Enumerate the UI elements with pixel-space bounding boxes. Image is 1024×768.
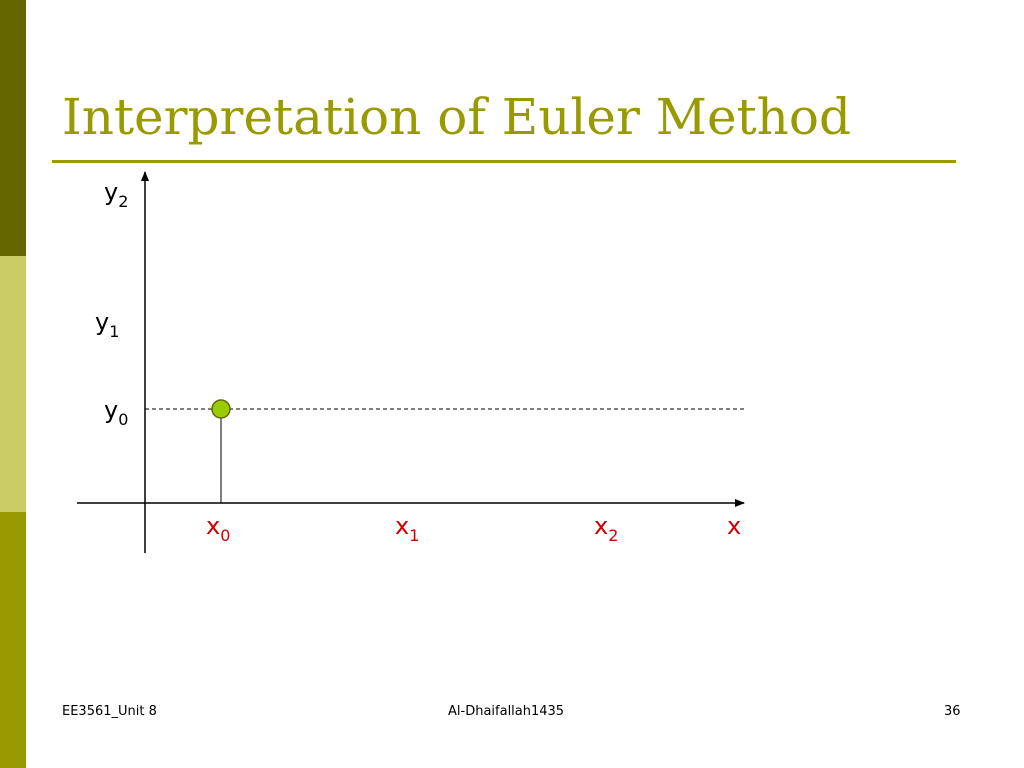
x-tick-label-0: x0: [206, 512, 230, 545]
sidebar-decoration: [0, 0, 26, 768]
slide-title: Interpretation of Euler Method: [62, 88, 851, 146]
y-tick-label-1: y1: [95, 308, 119, 341]
sidebar-band-bottom: [0, 512, 26, 768]
x-tick-label-2: x2: [594, 512, 618, 545]
title-underline: [52, 160, 956, 163]
initial-point: [211, 399, 231, 419]
footer-page-number: 36: [944, 704, 961, 719]
y-tick-label-2: y2: [104, 178, 128, 211]
x-tick-label-1: x1: [395, 512, 419, 545]
sidebar-band-middle: [0, 256, 26, 512]
y-tick-label-0: y0: [104, 396, 128, 429]
footer-course: EE3561_Unit 8: [62, 704, 157, 719]
footer-author: Al-Dhaifallah1435: [448, 704, 565, 719]
sidebar-band-top: [0, 0, 26, 256]
x-axis-label: x: [727, 512, 741, 540]
